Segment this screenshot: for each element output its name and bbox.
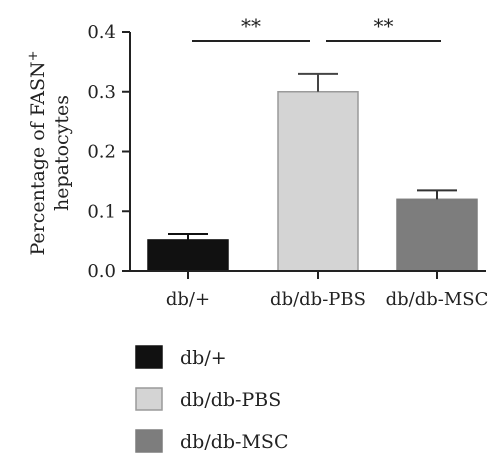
y-axis-label-line1: Percentage of FASN bbox=[27, 61, 49, 255]
y-axis-label-superscript: + bbox=[26, 50, 41, 61]
legend-label-1: db/db-PBS bbox=[180, 389, 281, 411]
bar-2 bbox=[396, 198, 478, 272]
y-axis-label-line2: hepatocytes bbox=[51, 95, 73, 211]
legend-label-0: db/+ bbox=[180, 347, 227, 369]
x-axis-ticks: db/+ db/db-PBS db/db-MSC bbox=[166, 271, 488, 310]
y-axis-ticks: 0.0 0.1 0.2 0.3 0.4 bbox=[87, 22, 130, 282]
y-tick-label-2: 0.2 bbox=[87, 142, 116, 163]
legend-swatch-2 bbox=[135, 429, 163, 453]
error-bars bbox=[168, 72, 457, 240]
significance-label-0: ** bbox=[241, 14, 261, 38]
legend-label-2: db/db-MSC bbox=[180, 431, 288, 453]
legend: db/+ db/db-PBS db/db-MSC bbox=[135, 345, 288, 453]
y-tick-label-1: 0.1 bbox=[87, 201, 116, 222]
legend-swatch-0 bbox=[135, 345, 163, 369]
category-label-0: db/+ bbox=[166, 289, 210, 310]
significance-label-1: ** bbox=[374, 14, 394, 38]
significance-brackets: ** ** bbox=[192, 14, 441, 42]
bar-1 bbox=[277, 91, 359, 272]
bar-0 bbox=[147, 239, 229, 272]
y-tick-label-0: 0.0 bbox=[87, 261, 116, 282]
y-tick-label-3: 0.3 bbox=[87, 82, 116, 103]
y-tick-label-4: 0.4 bbox=[87, 22, 116, 43]
category-label-2: db/db-MSC bbox=[386, 289, 489, 310]
bars bbox=[147, 91, 478, 272]
category-label-1: db/db-PBS bbox=[270, 289, 366, 310]
y-axis-label: Percentage of FASN+ bbox=[26, 50, 50, 255]
legend-swatch-1 bbox=[135, 387, 163, 411]
